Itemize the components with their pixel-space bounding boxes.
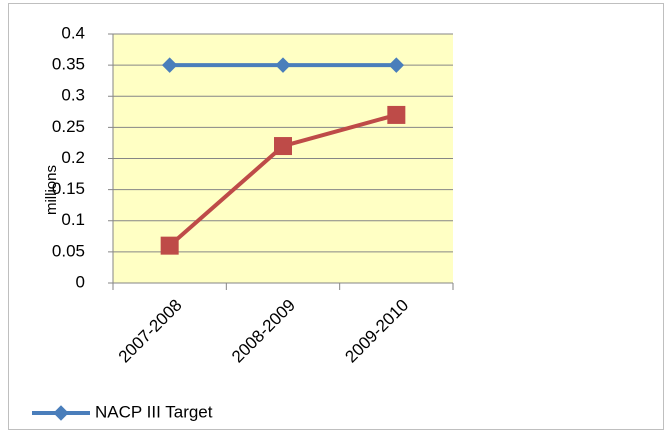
y-tick-label: 0.05 <box>52 241 85 260</box>
y-tick-label: 0.4 <box>61 23 85 42</box>
marker <box>275 57 291 73</box>
y-tick-label: 0.3 <box>61 86 85 105</box>
y-tick-label: 0.35 <box>52 55 85 74</box>
marker <box>387 105 406 124</box>
marker <box>161 57 178 73</box>
y-tick-label: 0.15 <box>52 179 85 198</box>
marker <box>388 57 405 73</box>
y-tick-label: 0.2 <box>61 148 85 167</box>
marker <box>53 405 69 421</box>
legend-label: NACP III Target <box>95 402 213 421</box>
marker <box>160 236 179 255</box>
marker <box>274 137 292 156</box>
y-axis-label: millions <box>43 165 60 215</box>
y-tick-label: 0 <box>76 272 85 291</box>
y-tick-label: 0.25 <box>52 117 85 136</box>
y-tick-label: 0.1 <box>61 210 85 229</box>
